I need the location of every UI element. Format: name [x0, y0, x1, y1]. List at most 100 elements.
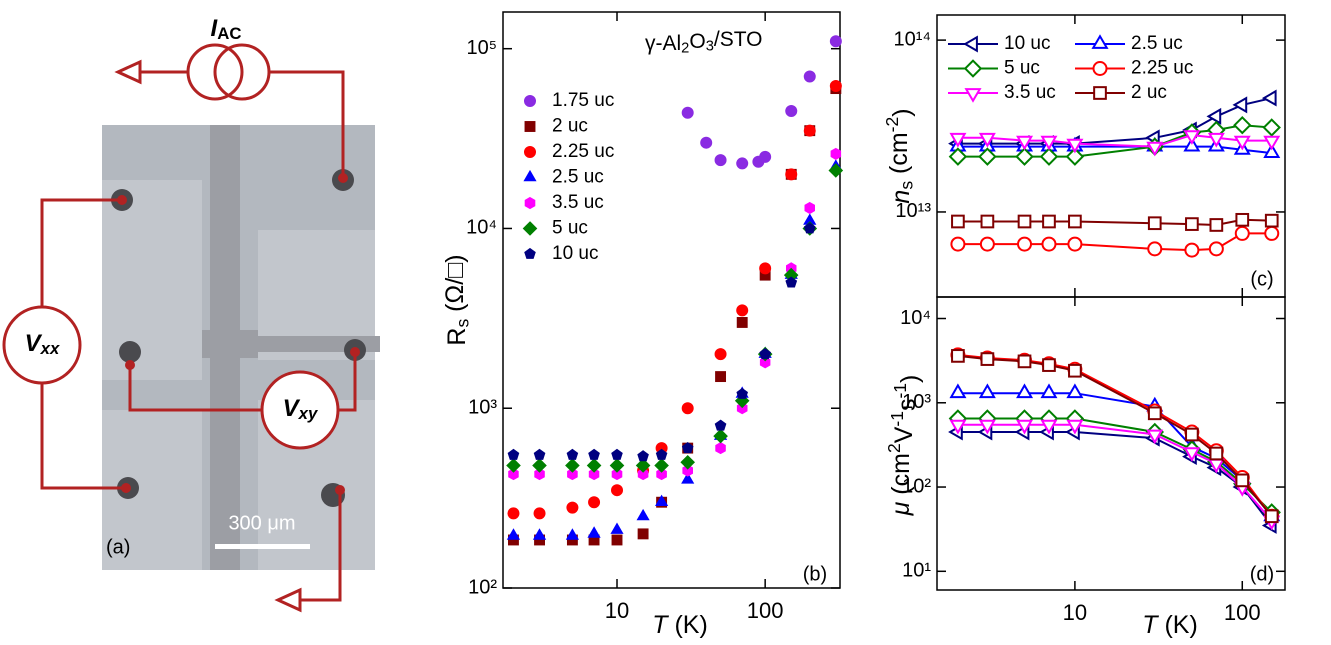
- marker: [1233, 115, 1252, 135]
- marker: [803, 70, 816, 83]
- series-line: [957, 134, 1272, 148]
- plot-frame: [936, 296, 1286, 591]
- x-axis-label-part: T: [652, 611, 669, 639]
- series-line: [957, 431, 1273, 527]
- legend-label: 3.5 uc: [1004, 82, 1056, 103]
- marker: [507, 507, 520, 520]
- marker: [1263, 143, 1281, 158]
- series: [948, 423, 1277, 534]
- series-line: [957, 392, 1273, 517]
- chart-title-part: O: [689, 30, 705, 53]
- legend-marker: [524, 95, 536, 107]
- panel-label: (c): [1250, 268, 1273, 290]
- y-tick-label: 10²: [468, 576, 497, 598]
- marker: [828, 163, 844, 178]
- y-tick-label: 10⁴: [900, 307, 931, 329]
- marker: [1040, 419, 1058, 435]
- y-axis-label-part: -1: [887, 411, 907, 427]
- voltage-label: Vxx: [25, 330, 60, 358]
- marker: [1068, 214, 1082, 229]
- marker: [506, 458, 521, 473]
- marker: [736, 304, 749, 317]
- scale-bar: [215, 544, 310, 549]
- y-tick-label: 10³: [902, 391, 931, 413]
- legend-label: 1.75 uc: [552, 90, 614, 111]
- marker: [1264, 213, 1279, 228]
- arrow: [114, 59, 142, 85]
- legend-marker: [1092, 61, 1108, 76]
- chart-title-part: /STO: [714, 28, 763, 51]
- legend-label: 2 uc: [1131, 82, 1167, 103]
- marker: [715, 442, 726, 455]
- marker: [785, 276, 798, 288]
- chart-title-part: 3: [706, 38, 714, 54]
- series-line: [957, 423, 1273, 522]
- marker: [1016, 135, 1034, 151]
- chart-title: γ-Al2O3/STO: [645, 28, 762, 57]
- marker: [949, 419, 967, 435]
- marker: [611, 534, 623, 546]
- chart-title-part: 2: [681, 40, 689, 56]
- series-line: [957, 232, 1272, 252]
- marker: [1039, 147, 1059, 166]
- marker: [1041, 236, 1057, 252]
- marker: [1016, 419, 1034, 435]
- y-axis-label-part: s: [896, 181, 916, 190]
- legend-marker: [964, 88, 982, 103]
- marker: [637, 450, 649, 462]
- y-axis-label-part: s: [452, 319, 472, 328]
- circuit: [2, 43, 357, 613]
- marker: [1147, 406, 1162, 421]
- marker: [714, 154, 727, 167]
- series-line: [957, 354, 1273, 517]
- marker: [1185, 427, 1199, 442]
- marker: [1147, 241, 1163, 257]
- marker: [948, 147, 968, 166]
- photo: [102, 125, 380, 570]
- marker: [566, 501, 579, 514]
- junction: [125, 360, 135, 370]
- junctions: [117, 173, 360, 495]
- legend-label: 2 uc: [552, 116, 588, 137]
- x-tick-label: 100: [1224, 600, 1261, 625]
- marker: [829, 35, 842, 48]
- y-tick-label: 10¹³: [895, 200, 931, 222]
- marker: [978, 132, 996, 148]
- marker: [1065, 147, 1085, 166]
- marker: [1183, 130, 1201, 145]
- legend-label: 2.5 uc: [552, 167, 604, 188]
- voltage-label-part: V: [283, 395, 301, 422]
- y-axis-label: μ (cm2V-1s-1): [884, 375, 924, 517]
- marker: [1066, 419, 1084, 435]
- marker: [949, 132, 967, 148]
- legend-label: 10 uc: [552, 243, 598, 264]
- series-line: [957, 97, 1272, 145]
- marker: [611, 484, 624, 497]
- voltage-label-part: V: [25, 330, 43, 357]
- y-tick-label: 10³: [468, 397, 497, 419]
- chart-title-part: γ-Al: [645, 32, 681, 55]
- marker: [1208, 241, 1224, 257]
- marker: [1040, 135, 1058, 151]
- marker: [588, 448, 600, 460]
- junction: [121, 483, 131, 493]
- marker: [1017, 214, 1032, 229]
- marker: [1262, 118, 1281, 137]
- y-axis-label-part: -2: [881, 117, 901, 133]
- marker: [566, 448, 579, 460]
- marker: [1183, 447, 1201, 462]
- marker: [1015, 147, 1034, 166]
- marker: [1209, 218, 1224, 232]
- wire: [338, 352, 357, 412]
- marker: [759, 150, 772, 163]
- marker: [736, 387, 748, 399]
- marker: [949, 383, 967, 399]
- marker: [681, 441, 694, 454]
- series: [949, 130, 1281, 157]
- legend-label: 3.5 uc: [552, 192, 604, 213]
- series: [507, 222, 816, 462]
- marker: [1017, 236, 1033, 252]
- marker: [1016, 383, 1034, 399]
